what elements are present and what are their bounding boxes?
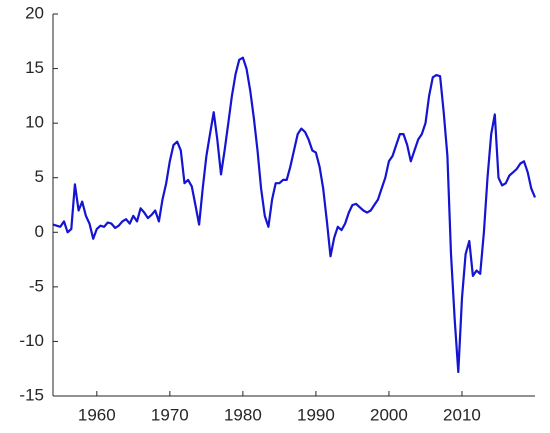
line [52,56,537,374]
y-tick-label: -5 [29,276,44,295]
x-tick-label: 1990 [297,405,335,424]
y-tick-label: 5 [35,167,44,186]
y-tick-label: 0 [35,222,44,241]
x-tick-label: 1980 [224,405,262,424]
x-tick-label: 2010 [443,405,481,424]
x-tick-label: 1960 [78,405,116,424]
y-tick-label: -10 [19,331,44,350]
y-tick-label: -15 [19,385,44,404]
x-tick-label: 2000 [370,405,408,424]
x-tick-label: 1970 [151,405,189,424]
y-tick-label: 15 [25,58,44,77]
y-tick-label: 10 [25,113,44,132]
y-tick-label: 20 [25,3,44,22]
